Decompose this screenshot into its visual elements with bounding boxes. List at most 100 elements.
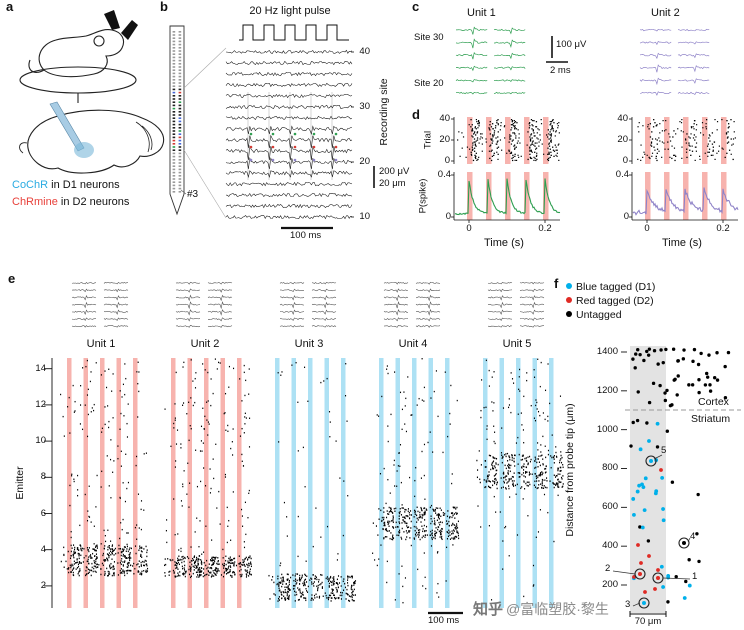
f-distance-axis-label: Distance from probe tip (μm) xyxy=(563,403,576,537)
b-tick-20: 20 xyxy=(359,156,370,167)
d2-raster-tick-40: 40 xyxy=(617,113,628,124)
c-scale-voltage: 100 μV xyxy=(556,39,587,50)
f-unit-3-number: 3 xyxy=(625,599,631,610)
panel-e-axis xyxy=(44,358,463,615)
panel-d-unit1 xyxy=(451,117,561,223)
b-scale-voltage: 200 μV xyxy=(379,166,410,177)
f-legend-untagged: Untagged xyxy=(566,309,622,321)
f-tick-1400: 1400 xyxy=(596,346,618,357)
e-scale-time: 100 ms xyxy=(428,615,460,626)
unit-waveform-grids xyxy=(455,26,710,96)
b-scale-depth: 20 μm xyxy=(379,178,406,189)
b-tick-10: 10 xyxy=(359,211,370,222)
untagged-dot-icon xyxy=(566,311,572,317)
light-pulse-train xyxy=(239,24,349,41)
d2-xtick-0: 0 xyxy=(644,223,650,234)
cochr-rest: in D1 neurons xyxy=(48,179,120,191)
d2-psth-tick-04: 0.4 xyxy=(615,169,629,180)
d2-xtick-02: 0.2 xyxy=(716,223,730,234)
d-raster-tick-0: 0 xyxy=(444,155,450,166)
f-legend-blue-tagged: Blue tagged (D1) xyxy=(566,281,655,293)
d2-time-axis-label: Time (s) xyxy=(662,237,702,249)
f-legend-blue-label: Blue tagged (D1) xyxy=(576,281,656,293)
legend-chrmine-d2: ChRmine in D2 neurons xyxy=(12,196,129,209)
d2-raster-tick-20: 20 xyxy=(617,134,628,145)
e-tick-4: 4 xyxy=(40,544,46,555)
d2-raster-tick-0: 0 xyxy=(622,155,628,166)
d-raster-tick-20: 20 xyxy=(439,134,450,145)
e-tick-2: 2 xyxy=(40,580,46,591)
c-unit2-label: Unit 2 xyxy=(651,7,680,19)
e-tick-14: 14 xyxy=(35,363,46,374)
panel-f-plot xyxy=(612,346,741,617)
f-tick-600: 600 xyxy=(602,501,618,512)
f-striatum-label: Striatum xyxy=(691,413,731,425)
b-scale-time: 100 ms xyxy=(290,230,322,241)
f-legend-red-label: Red tagged (D2) xyxy=(576,295,654,307)
e-unit2-label: Unit 2 xyxy=(190,338,220,350)
cochr-name: CoChR xyxy=(12,179,49,191)
panel-b-title: 20 Hz light pulse xyxy=(249,5,331,17)
emitter-axis-label: Emitter xyxy=(13,466,26,500)
panel-b-label: b xyxy=(160,0,168,14)
panel-e-unit5 xyxy=(476,282,564,608)
e-unit4-label: Unit 4 xyxy=(398,338,428,350)
d-psth-tick-0: 0 xyxy=(445,211,451,222)
e-tick-12: 12 xyxy=(35,399,46,410)
f-unit-5-number: 5 xyxy=(661,445,667,456)
probe-id: #3 xyxy=(187,189,199,200)
d-raster-tick-40: 40 xyxy=(439,113,450,124)
watermark: 知乎 @富临塑胶·黎生 xyxy=(473,601,609,618)
f-tick-400: 400 xyxy=(602,540,618,551)
c-unit1-label: Unit 1 xyxy=(467,7,496,19)
legend-cochr-d1: CoChR in D1 neurons xyxy=(12,179,120,192)
d-xtick-0: 0 xyxy=(466,223,472,234)
c-site30-label: Site 30 xyxy=(414,32,444,43)
d-trial-axis-label: Trial xyxy=(422,130,434,150)
f-scale-width: 70 μm xyxy=(634,616,662,627)
d-time-axis-label: Time (s) xyxy=(484,237,524,249)
f-unit-4-number: 4 xyxy=(690,531,696,542)
blue-tag-dot-icon xyxy=(566,283,572,289)
recording-site-axis-label: Recording site xyxy=(377,78,390,146)
panel-a-label: a xyxy=(6,0,14,14)
c-scale-time: 2 ms xyxy=(550,65,571,76)
panel-d-label: d xyxy=(412,107,420,122)
e-unit3-label: Unit 3 xyxy=(294,338,324,350)
e-unit5-label: Unit 5 xyxy=(502,338,532,350)
panel-e-label: e xyxy=(8,271,16,286)
watermark-handle: @富临塑胶·黎生 xyxy=(506,601,609,617)
f-unit-2-number: 2 xyxy=(605,563,611,574)
f-legend-untagged-label: Untagged xyxy=(576,309,622,321)
d-xtick-02: 0.2 xyxy=(538,223,552,234)
f-unit-1-number: 1 xyxy=(692,571,698,582)
b-tick-40: 40 xyxy=(359,46,370,57)
mouse-illustration xyxy=(19,10,138,103)
panel-e-unit1 xyxy=(60,281,149,608)
probe-sites xyxy=(172,31,182,193)
panel-f-label: f xyxy=(554,276,559,291)
chrmine-name: ChRmine xyxy=(12,196,58,208)
panel-c-label: c xyxy=(412,0,420,14)
recording-traces xyxy=(225,49,375,230)
e-tick-10: 10 xyxy=(35,435,46,446)
panel-d-unit2 xyxy=(629,117,739,223)
chrmine-rest: in D2 neurons xyxy=(57,196,130,208)
brain-illustration xyxy=(19,101,165,174)
b-tick-30: 30 xyxy=(359,101,370,112)
f-tick-1200: 1200 xyxy=(596,385,618,396)
d-pspike-axis-label: P(spike) xyxy=(417,178,429,214)
d2-psth-tick-0: 0 xyxy=(623,211,629,222)
e-tick-6: 6 xyxy=(40,508,46,519)
f-tick-800: 800 xyxy=(602,462,618,473)
d-psth-tick-04: 0.4 xyxy=(437,169,451,180)
panel-e-unit2 xyxy=(164,281,252,608)
c-site20-label: Site 20 xyxy=(414,78,444,89)
f-cortex-label: Cortex xyxy=(698,396,729,408)
panel-e-unit3 xyxy=(268,282,357,608)
f-legend-red-tagged: Red tagged (D2) xyxy=(566,295,654,307)
panel-e-unit4 xyxy=(372,281,460,608)
watermark-brand: 知乎 xyxy=(473,601,504,618)
